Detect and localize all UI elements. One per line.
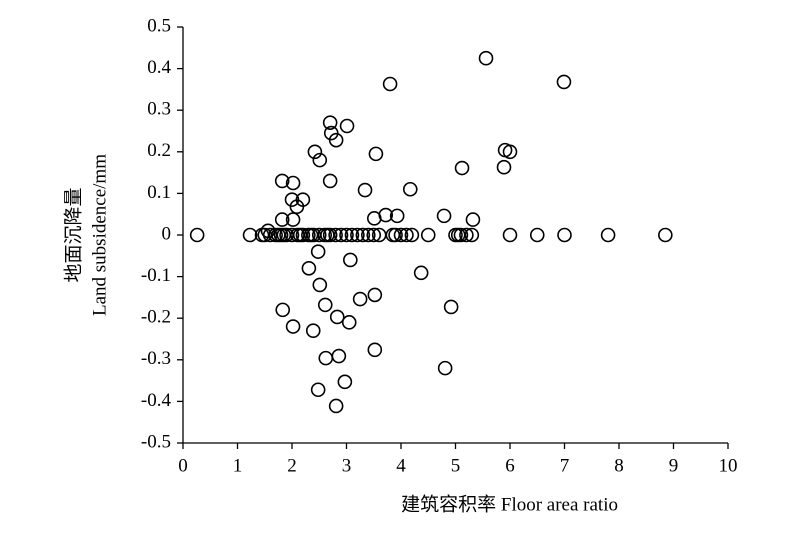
point [399,227,414,243]
y-axis-label: 地面沉降量 [62,187,84,282]
point [350,227,365,243]
point [459,227,474,243]
point [352,291,368,307]
point [366,227,382,243]
point [312,277,328,293]
point [388,227,403,243]
point [658,227,673,243]
point [331,348,347,364]
point [307,144,323,160]
x-tick-label: 3 [342,455,352,476]
x-tick-label: 1 [233,455,243,476]
point [367,287,383,303]
point [389,208,405,224]
point [337,374,353,390]
point [402,181,418,197]
point [454,160,470,176]
point [502,144,518,160]
point [333,227,349,243]
point [502,227,518,243]
x-tick-label: 0 [178,455,188,476]
point [189,227,205,243]
y-tick-label: 0 [162,223,172,244]
point [322,173,338,189]
point [329,309,345,325]
point [465,212,481,227]
point [284,227,300,243]
point [343,252,358,268]
y-tick-label: 0.5 [147,15,171,36]
point [322,227,338,243]
point [341,315,357,330]
point [312,152,328,168]
point [301,260,317,276]
point [382,76,398,92]
point [360,227,376,243]
point [310,244,326,259]
x-tick-label: 2 [287,455,297,476]
x-tick-label: 9 [669,455,679,476]
point [478,50,494,66]
point [404,227,420,243]
y-tick-label: -0.3 [141,348,171,369]
point [393,227,409,243]
y-tick-label: -0.2 [141,307,171,328]
x-axis-label: 建筑容积率 Floor area ratio [401,493,618,515]
point [437,360,453,376]
y-tick-label: 0.2 [147,140,171,161]
point [328,227,343,243]
y-tick-label: 0.1 [147,182,171,203]
point [274,212,290,227]
point [285,175,301,191]
point [339,118,355,134]
y-tick-label: -0.5 [141,431,171,452]
point [557,227,572,243]
x-tick-label: 7 [560,455,570,476]
point [464,227,480,243]
point [368,146,384,162]
point [436,208,452,224]
point [322,115,338,130]
point [318,350,334,366]
x-tick-label: 10 [719,455,738,476]
point [275,302,291,318]
point [529,227,545,243]
point [285,319,301,334]
point [295,192,311,207]
point [378,207,394,223]
point [305,323,321,338]
y-tick-label: 0.4 [147,57,171,78]
point [311,227,327,243]
point [453,227,469,243]
point [295,227,311,243]
point [317,297,333,313]
point [328,132,344,148]
point [285,212,301,227]
x-tick-label: 6 [505,455,515,476]
x-tick-label: 4 [396,455,406,476]
point [496,159,512,175]
y-tick-label: 0.3 [147,99,171,120]
point [357,182,373,198]
point [420,227,436,243]
point [328,398,344,414]
point [274,173,290,189]
point [443,299,459,315]
point [413,265,429,281]
point [310,382,326,398]
x-tick-label: 8 [614,455,624,476]
point [556,74,572,90]
point [367,342,383,358]
point [242,227,258,243]
point [355,227,371,243]
point [344,227,360,243]
point [600,227,616,243]
y-tick-label: -0.1 [141,265,171,286]
y-tick-label: -0.4 [141,390,172,411]
point [339,227,354,243]
y-axis-label: Land subsidence/mm [89,154,110,316]
x-tick-label: 5 [451,455,461,476]
